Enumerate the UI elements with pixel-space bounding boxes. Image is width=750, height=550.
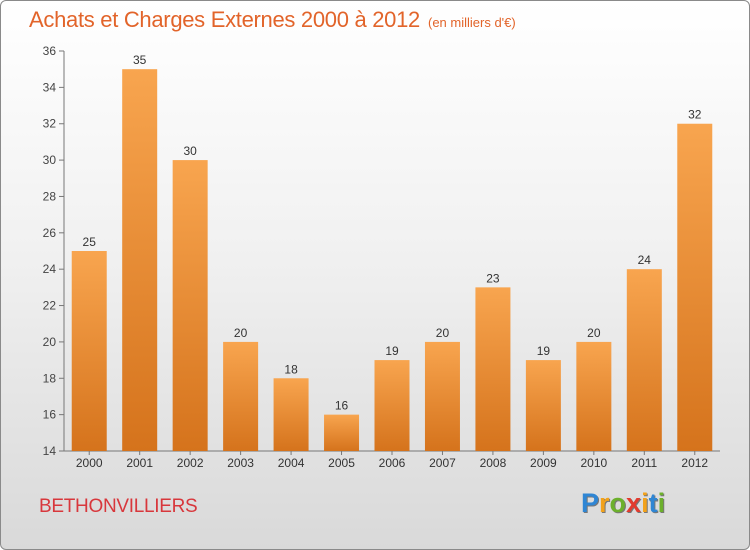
data-label: 35 xyxy=(133,53,147,67)
x-tick-label: 2011 xyxy=(631,456,657,470)
x-tick-label: 2007 xyxy=(429,456,456,470)
data-label: 25 xyxy=(83,235,97,249)
x-tick-label: 2003 xyxy=(227,456,254,470)
y-tick-label: 20 xyxy=(43,335,57,349)
data-label: 19 xyxy=(385,344,399,358)
logo-letter-1: r xyxy=(599,488,610,518)
x-tick-label: 2000 xyxy=(76,456,103,470)
bar xyxy=(273,378,309,451)
bar xyxy=(374,360,410,451)
chart-title: Achats et Charges Externes 2000 à 2012 (e… xyxy=(29,7,516,33)
logo-letter-4: i xyxy=(641,488,649,518)
bar xyxy=(576,341,612,451)
data-label: 18 xyxy=(284,362,298,376)
bar xyxy=(71,251,107,451)
x-tick-label: 2002 xyxy=(177,456,204,470)
y-tick-label: 26 xyxy=(43,226,57,240)
city-name: BETHONVILLIERS xyxy=(39,496,198,517)
data-label: 20 xyxy=(587,326,601,340)
y-tick-label: 24 xyxy=(43,262,57,276)
data-label: 24 xyxy=(638,253,652,267)
bar xyxy=(172,160,208,451)
bar xyxy=(223,341,259,451)
y-tick-label: 32 xyxy=(43,117,57,131)
bar xyxy=(525,360,561,451)
bar xyxy=(475,287,511,451)
data-label: 20 xyxy=(436,326,450,340)
logo-letter-3: x xyxy=(626,488,642,518)
y-tick-label: 30 xyxy=(43,153,57,167)
data-label: 32 xyxy=(688,108,702,122)
data-label: 20 xyxy=(234,326,248,340)
x-tick-label: 2005 xyxy=(328,456,355,470)
x-tick-label: 2012 xyxy=(681,456,708,470)
y-tick-label: 14 xyxy=(43,444,57,458)
title-unit: (en milliers d'€) xyxy=(427,15,516,30)
y-tick-label: 34 xyxy=(43,80,57,94)
y-tick-label: 22 xyxy=(43,299,57,313)
logo-letter-6: i xyxy=(657,488,666,518)
x-tick-label: 2010 xyxy=(580,456,607,470)
title-text: Achats et Charges Externes 2000 à 2012 xyxy=(29,7,420,32)
data-label: 16 xyxy=(335,399,349,413)
bar xyxy=(626,269,662,451)
y-tick-label: 16 xyxy=(43,408,57,422)
y-tick-label: 18 xyxy=(43,371,57,385)
proxiti-logo: Proxiti xyxy=(581,488,665,519)
logo-letter-5: t xyxy=(648,488,658,518)
logo-letter-2: o xyxy=(609,488,627,518)
bar xyxy=(324,414,360,451)
x-tick-label: 2006 xyxy=(379,456,406,470)
y-tick-label: 28 xyxy=(43,189,57,203)
bar xyxy=(677,123,713,452)
bar xyxy=(122,69,158,451)
x-tick-label: 2001 xyxy=(126,456,153,470)
data-label: 30 xyxy=(183,144,197,158)
x-tick-label: 2009 xyxy=(530,456,557,470)
bar xyxy=(424,341,460,451)
y-tick-label: 36 xyxy=(43,44,57,58)
logo-letter-0: P xyxy=(581,488,600,518)
x-tick-label: 2004 xyxy=(278,456,305,470)
data-label: 23 xyxy=(486,271,500,285)
data-label: 19 xyxy=(537,344,551,358)
x-tick-label: 2008 xyxy=(480,456,507,470)
